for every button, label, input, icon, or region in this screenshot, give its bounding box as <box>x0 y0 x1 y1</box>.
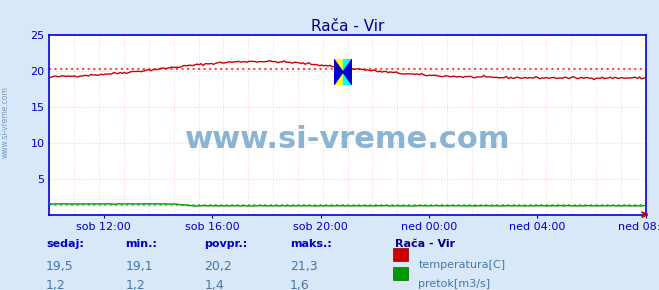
Title: Rača - Vir: Rača - Vir <box>311 19 384 34</box>
Text: pretok[m3/s]: pretok[m3/s] <box>418 279 490 289</box>
Text: maks.:: maks.: <box>290 239 331 249</box>
Text: temperatura[C]: temperatura[C] <box>418 260 505 269</box>
Text: 20,2: 20,2 <box>204 260 232 273</box>
Text: sedaj:: sedaj: <box>46 239 84 249</box>
Text: www.si-vreme.com: www.si-vreme.com <box>1 86 10 158</box>
Text: 19,1: 19,1 <box>125 260 153 273</box>
Text: 1,2: 1,2 <box>125 279 145 290</box>
Polygon shape <box>333 59 343 85</box>
Text: Rača - Vir: Rača - Vir <box>395 239 455 249</box>
Text: 1,4: 1,4 <box>204 279 224 290</box>
Text: 1,2: 1,2 <box>46 279 66 290</box>
Text: www.si-vreme.com: www.si-vreme.com <box>185 125 510 154</box>
Text: 21,3: 21,3 <box>290 260 318 273</box>
Text: 1,6: 1,6 <box>290 279 310 290</box>
Polygon shape <box>343 59 352 85</box>
Text: 19,5: 19,5 <box>46 260 74 273</box>
Text: min.:: min.: <box>125 239 157 249</box>
Polygon shape <box>343 59 352 85</box>
Polygon shape <box>333 59 343 85</box>
Text: povpr.:: povpr.: <box>204 239 248 249</box>
